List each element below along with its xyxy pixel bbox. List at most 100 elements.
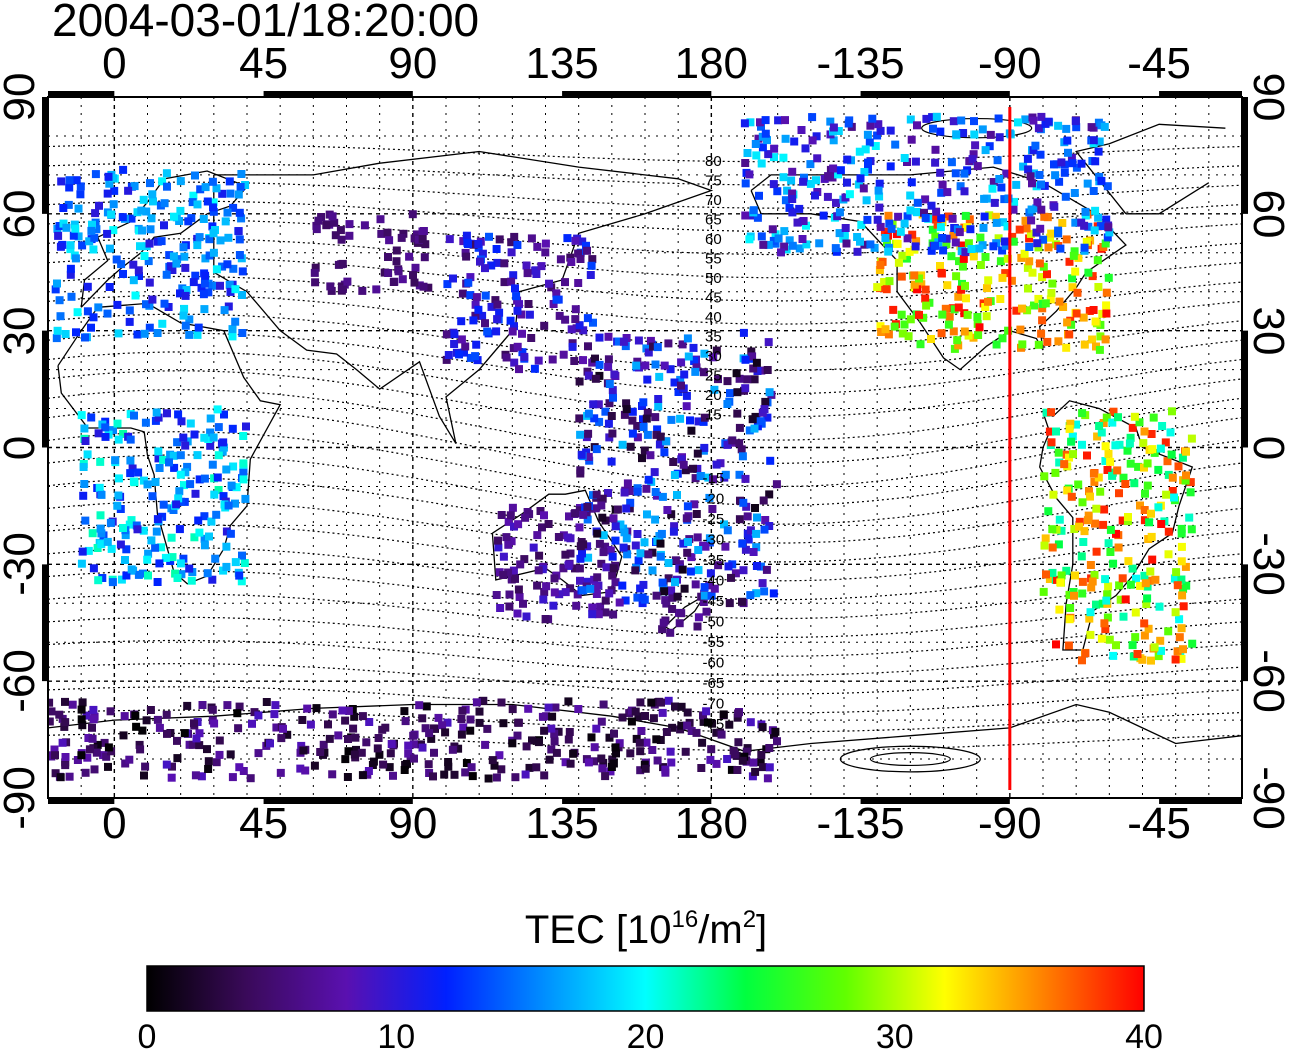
top-lon-tick: 45 (239, 39, 289, 88)
tec-sample (619, 524, 628, 533)
tec-sample (1052, 525, 1061, 534)
tec-sample (733, 713, 742, 722)
tec-sample (712, 460, 721, 469)
tec-sample (1143, 594, 1152, 603)
tec-sample (561, 758, 570, 767)
tec-sample (106, 707, 115, 716)
tec-sample (536, 507, 545, 515)
tec-sample (1068, 274, 1077, 283)
tec-sample (1091, 317, 1100, 326)
tec-sample (667, 415, 676, 424)
tec-sample (916, 340, 925, 349)
tec-sample (975, 244, 984, 253)
tec-sample (200, 474, 209, 483)
tec-sample (1026, 172, 1035, 181)
tec-sample (1080, 527, 1089, 536)
tec-sample (1140, 631, 1149, 640)
tec-sample (884, 247, 893, 256)
tec-sample (634, 712, 643, 721)
tec-sample (1138, 655, 1147, 664)
tec-sample (276, 768, 285, 777)
tec-sample (1072, 163, 1081, 172)
tec-sample (955, 257, 963, 266)
tec-sample (781, 196, 790, 205)
tec-sample (614, 337, 623, 346)
contour-label-north: 70 (705, 192, 722, 209)
tec-sample (1086, 492, 1094, 501)
tec-sample (675, 619, 684, 628)
tec-sample (705, 538, 714, 547)
tec-sample (643, 408, 652, 417)
tec-sample (1077, 552, 1086, 561)
tec-sample (764, 338, 773, 347)
tec-sample (740, 752, 749, 761)
tec-sample (765, 744, 774, 752)
tec-sample (464, 278, 473, 287)
tec-sample (155, 464, 164, 472)
tec-sample (980, 194, 989, 203)
tec-sample (1014, 118, 1022, 127)
tec-sample (633, 530, 642, 538)
tec-sample (545, 279, 553, 288)
tec-sample (213, 473, 222, 482)
tec-sample (111, 456, 120, 465)
tec-sample (1112, 529, 1120, 538)
tec-sample (187, 576, 196, 585)
tec-sample (238, 551, 246, 560)
tec-sample (575, 506, 584, 515)
tec-sample (727, 765, 736, 774)
tec-sample (960, 187, 969, 196)
tec-sample (1055, 605, 1064, 614)
tec-sample (571, 564, 579, 573)
tec-sample (547, 724, 556, 733)
tec-sample (656, 432, 665, 441)
tec-sample (556, 255, 565, 264)
right-lat-tick: 0 (1244, 435, 1292, 460)
tec-sample (1099, 419, 1108, 427)
tec-sample (163, 729, 171, 738)
tec-sample (627, 717, 636, 726)
tec-sample (1045, 427, 1054, 436)
tec-sample (1086, 561, 1095, 569)
contour-label-south: -65 (702, 675, 724, 692)
tec-sample (211, 554, 220, 563)
tec-sample (496, 604, 505, 612)
tec-sample (192, 734, 201, 743)
tec-sample (128, 464, 137, 473)
tec-sample (694, 613, 703, 622)
tec-sample (234, 190, 243, 199)
tec-sample (787, 176, 796, 185)
tec-sample (1066, 419, 1075, 428)
tec-sample (550, 737, 559, 746)
tec-sample (798, 235, 807, 243)
tec-sample (584, 371, 593, 380)
tec-sample (700, 591, 709, 600)
tec-sample (704, 718, 712, 727)
tec-sample (1186, 478, 1195, 487)
tec-sample (516, 560, 525, 569)
tec-sample (1002, 169, 1011, 178)
tec-sample (530, 364, 539, 373)
tec-sample (1054, 540, 1063, 549)
tec-sample (677, 721, 686, 730)
tec-sample (1168, 407, 1176, 416)
tec-sample (756, 758, 765, 767)
tec-sample (400, 707, 409, 716)
tec-sample (1101, 575, 1110, 584)
tec-sample (824, 172, 833, 181)
tec-sample (1134, 462, 1143, 471)
tec-sample (1146, 567, 1155, 576)
tec-sample (221, 217, 230, 226)
tec-sample (510, 522, 518, 531)
tec-sample (941, 304, 950, 313)
tec-sample (1106, 457, 1115, 466)
tec-sample (358, 286, 367, 295)
tec-sample (126, 469, 135, 478)
tec-sample (651, 413, 660, 422)
tec-sample (671, 578, 679, 587)
tec-sample (193, 200, 202, 209)
tec-sample (1098, 309, 1107, 318)
tec-sample (743, 512, 752, 521)
tec-sample (779, 173, 788, 182)
tec-sample (759, 240, 768, 249)
